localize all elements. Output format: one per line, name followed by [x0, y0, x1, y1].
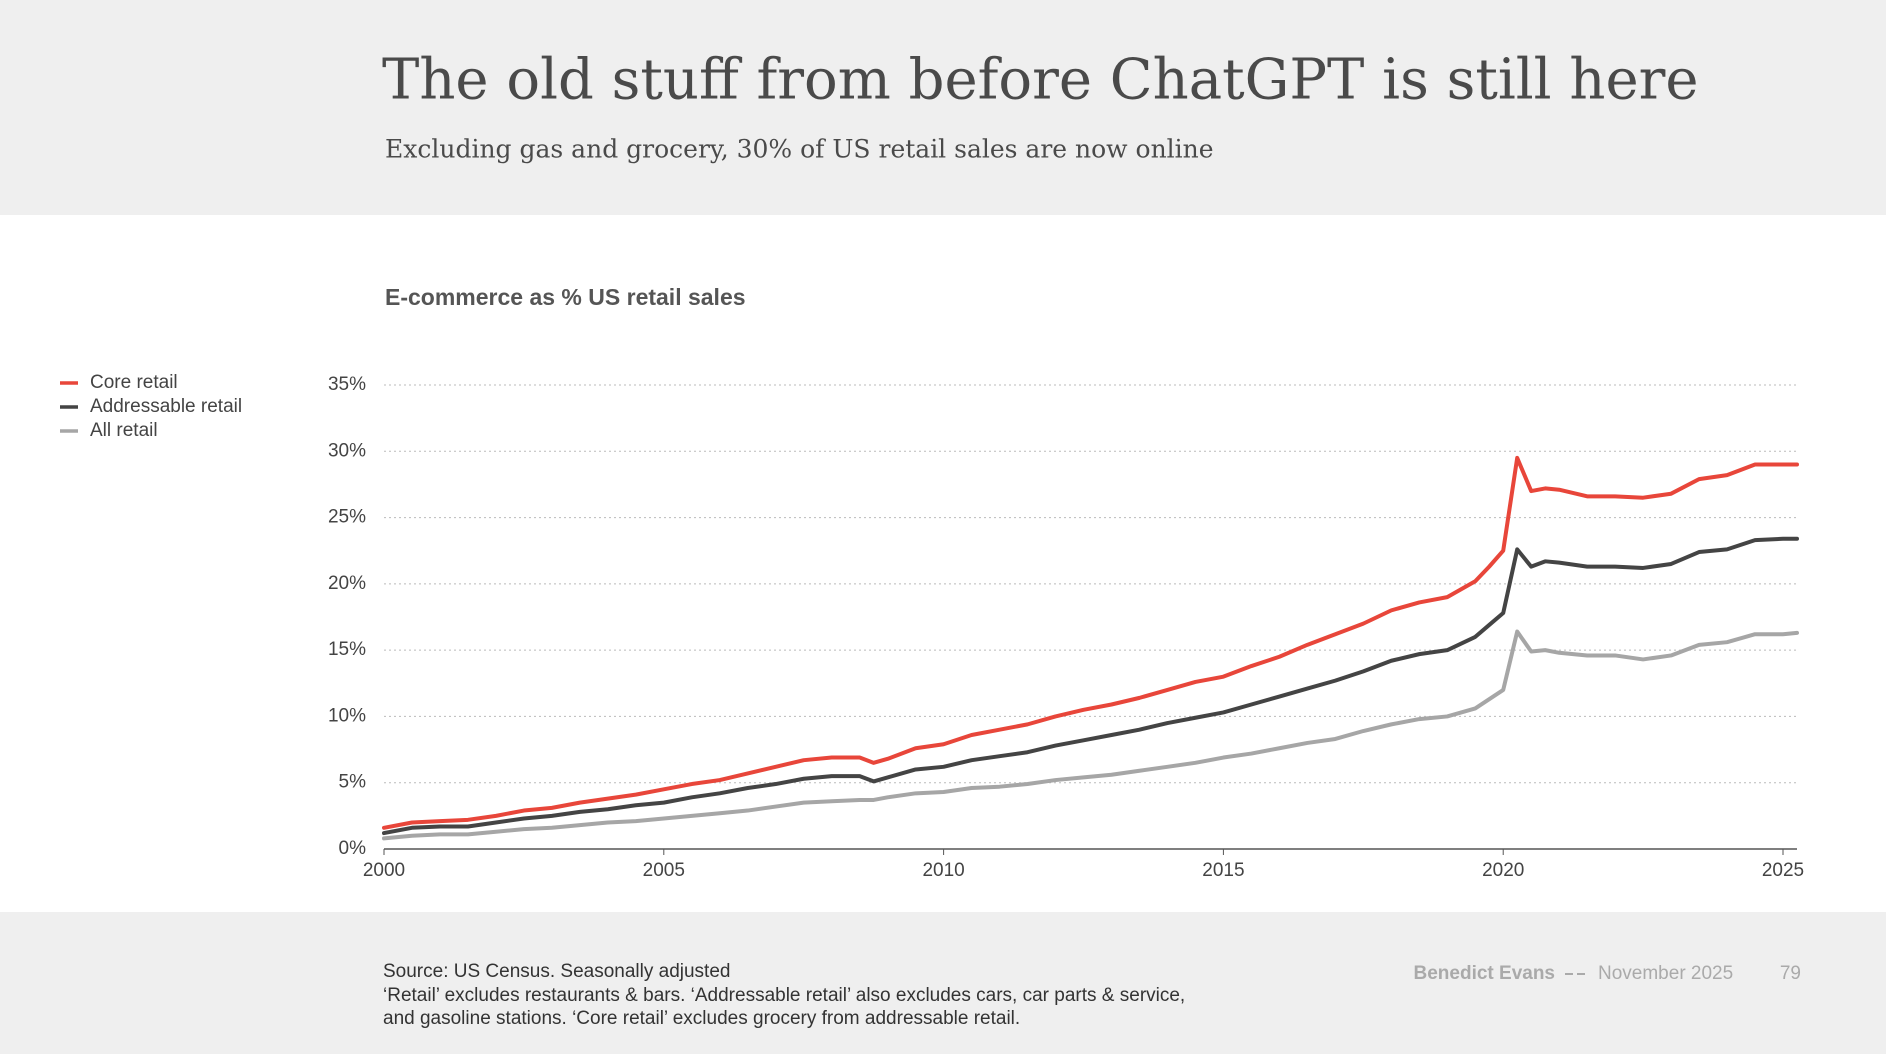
y-tick-label: 15%: [328, 639, 366, 660]
y-tick-label: 25%: [328, 507, 366, 528]
y-tick-label: 10%: [328, 705, 366, 726]
y-tick-label: 35%: [328, 374, 366, 395]
x-tick-label: 2015: [1202, 860, 1244, 881]
header-band: [0, 0, 1886, 215]
source-line: and gasoline stations. ‘Core retail’ exc…: [383, 1008, 1020, 1029]
source-line: ‘Retail’ excludes restaurants & bars. ‘A…: [383, 985, 1185, 1006]
y-tick-label: 30%: [328, 440, 366, 461]
y-tick-label: 0%: [339, 838, 367, 859]
legend-label: Core retail: [90, 372, 178, 393]
y-tick-label: 5%: [339, 772, 367, 793]
x-tick-label: 2025: [1762, 860, 1804, 881]
x-tick-label: 2005: [643, 860, 685, 881]
source-line: Source: US Census. Seasonally adjusted: [383, 961, 730, 982]
legend-label: Addressable retail: [90, 396, 242, 417]
y-tick-label: 20%: [328, 573, 366, 594]
series-line: [382, 455, 1799, 830]
chart-title: E-commerce as % US retail sales: [385, 284, 746, 310]
footer-band: [0, 912, 1886, 1054]
legend-label: All retail: [90, 420, 158, 441]
subtitle: Excluding gas and grocery, 30% of US ret…: [385, 135, 1214, 164]
x-tick-label: 2010: [922, 860, 964, 881]
title: The old stuff from before ChatGPT is sti…: [382, 48, 1699, 113]
series-line: [382, 536, 1799, 836]
x-tick-label: 2000: [363, 860, 405, 881]
page-number: 79: [1780, 963, 1801, 984]
author: Benedict Evans: [1414, 963, 1556, 984]
series-line: [382, 629, 1799, 841]
date: November 2025: [1598, 963, 1733, 984]
x-tick-label: 2020: [1482, 860, 1524, 881]
